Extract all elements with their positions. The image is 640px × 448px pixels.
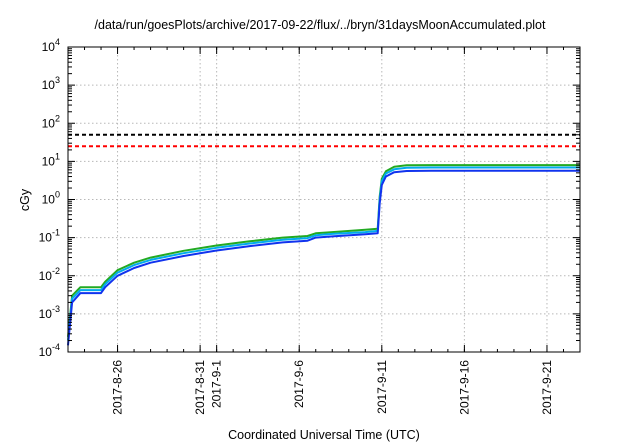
x-tick-labels: 2017-8-26 2017-8-31 2017-9-1 2017-9-6 2017-9… bbox=[111, 360, 554, 415]
x-tick-label: 2017-9-21 bbox=[540, 360, 554, 415]
x-tick-label: 2017-9-6 bbox=[292, 360, 306, 408]
series-line bbox=[67, 169, 580, 346]
y-tick-label: 101 bbox=[42, 151, 60, 168]
grid-lines bbox=[68, 47, 580, 352]
axis-ticks bbox=[67, 46, 581, 353]
y-tick-label: 10-4 bbox=[39, 342, 60, 359]
y-axis-label: cGy bbox=[18, 188, 32, 212]
x-tick-label: 2017-9-11 bbox=[375, 360, 389, 414]
y-tick-label: 104 bbox=[42, 37, 60, 54]
y-tick-labels: 10-4 10-3 10-2 10-1 100 101 102 103 104 bbox=[39, 37, 60, 359]
plot-lines bbox=[67, 133, 580, 346]
series-line bbox=[67, 166, 580, 341]
y-tick-label: 102 bbox=[42, 113, 60, 130]
series-line bbox=[67, 164, 580, 337]
y-tick-label: 103 bbox=[42, 75, 60, 92]
chart-title: /data/run/goesPlots/archive/2017-09-22/f… bbox=[94, 18, 546, 32]
x-tick-label: 2017-9-16 bbox=[457, 360, 471, 415]
y-tick-label: 10-3 bbox=[39, 304, 60, 321]
x-tick-label: 2017-8-26 bbox=[111, 360, 125, 415]
x-tick-label: 2017-8-31 bbox=[193, 360, 207, 415]
y-tick-label: 10-1 bbox=[39, 228, 60, 245]
y-tick-label: 10-2 bbox=[39, 266, 60, 283]
x-axis-label: Coordinated Universal Time (UTC) bbox=[228, 428, 420, 442]
y-tick-label: 100 bbox=[42, 190, 60, 207]
x-tick-label: 2017-9-1 bbox=[210, 360, 224, 408]
